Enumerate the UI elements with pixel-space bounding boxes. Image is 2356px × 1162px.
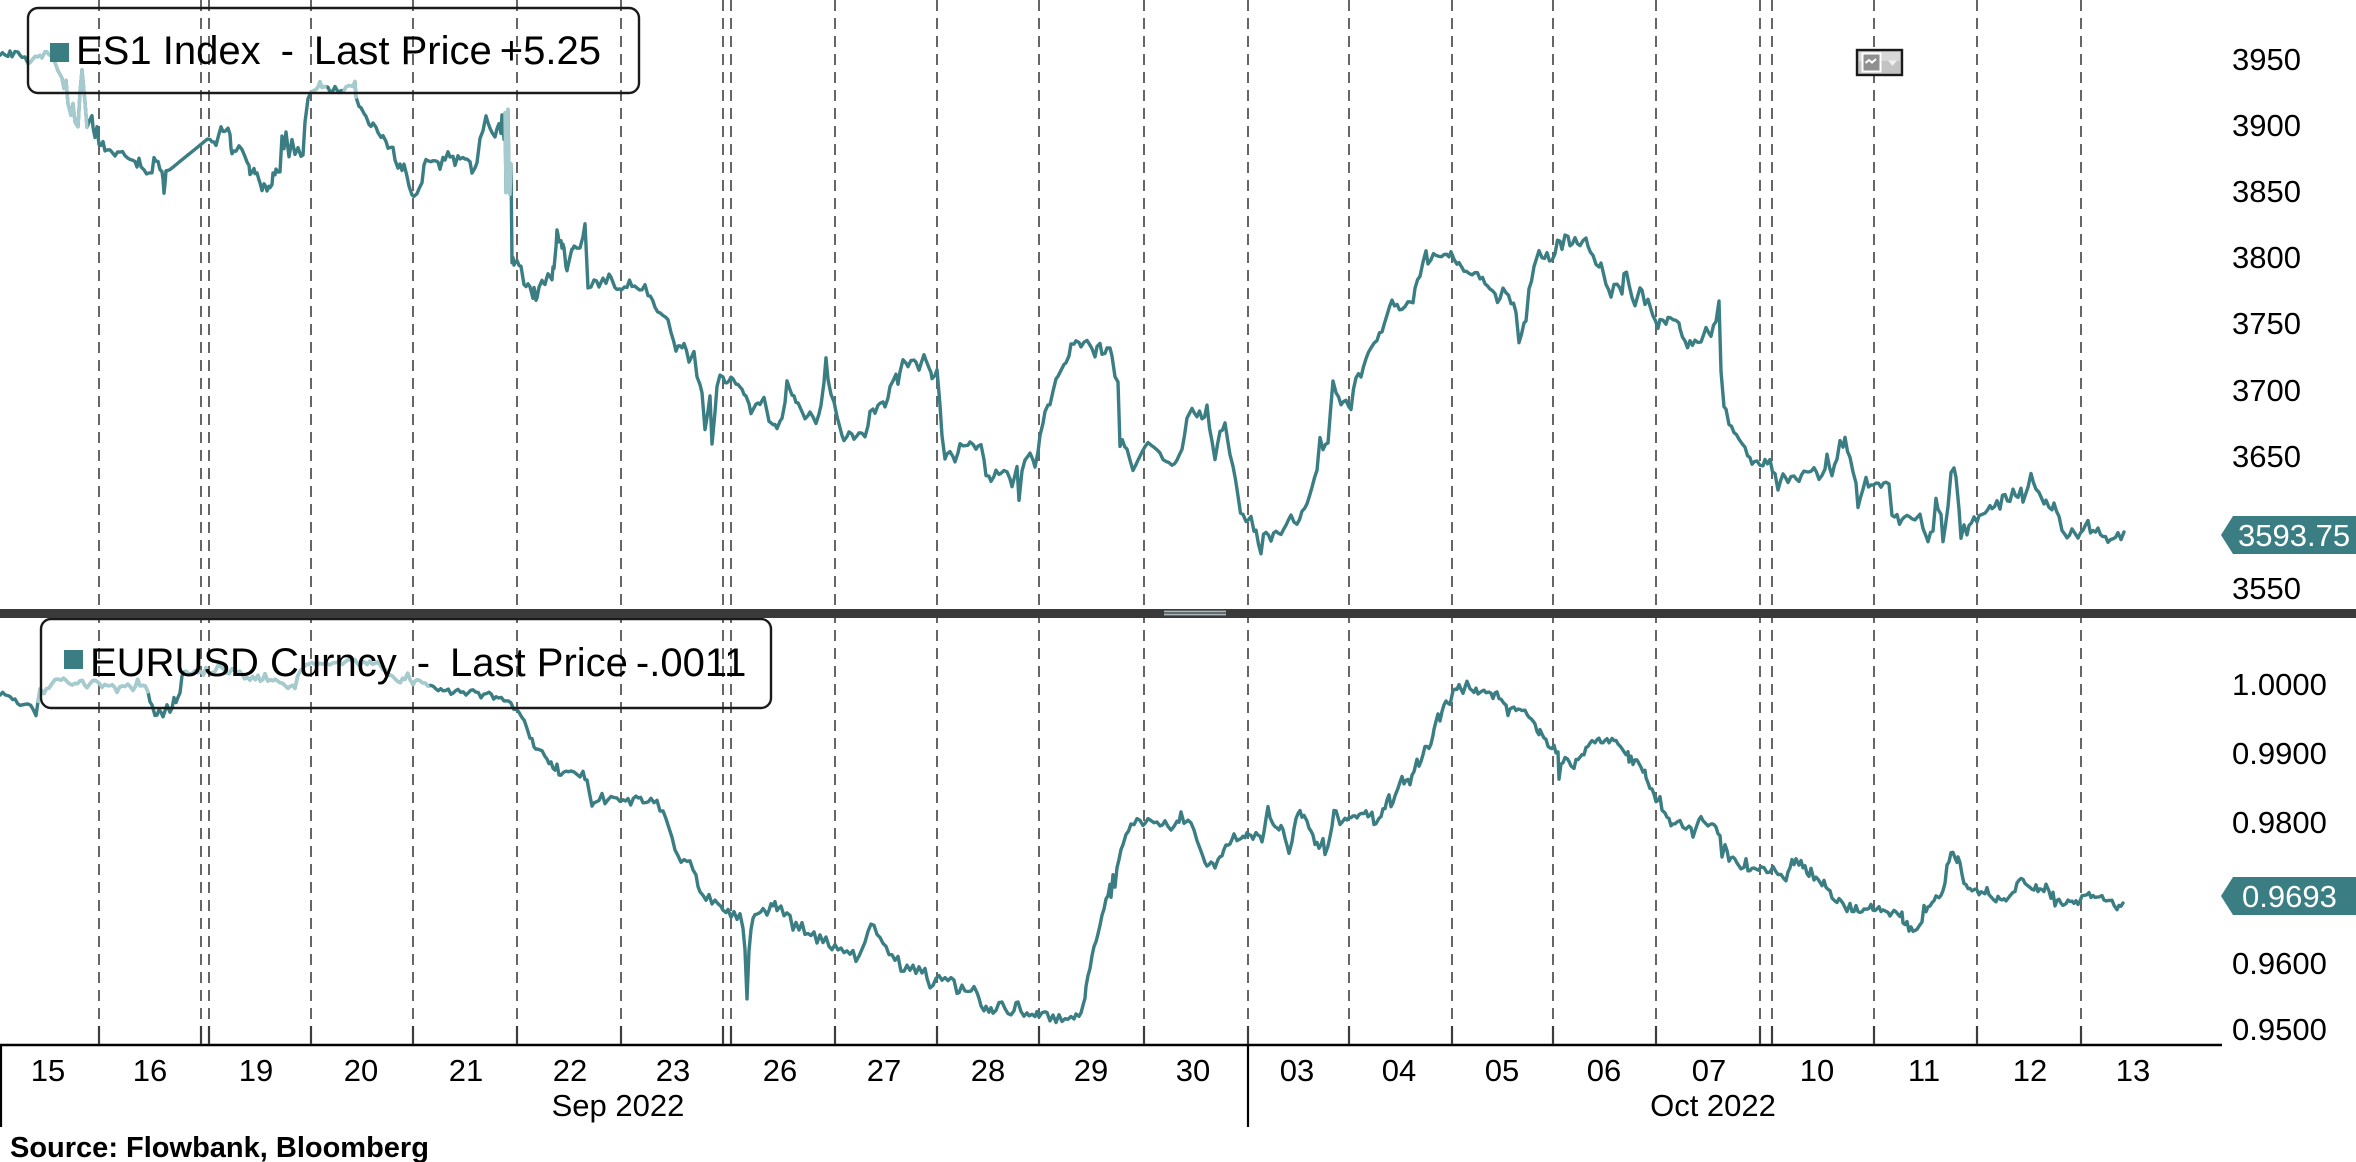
svg-text:12: 12 xyxy=(2013,1053,2047,1088)
svg-text:3550: 3550 xyxy=(2232,571,2301,606)
svg-text:3900: 3900 xyxy=(2232,108,2301,143)
svg-text:22: 22 xyxy=(553,1053,587,1088)
svg-text:0.9600: 0.9600 xyxy=(2232,946,2327,981)
svg-text:20: 20 xyxy=(344,1053,378,1088)
svg-text:28: 28 xyxy=(971,1053,1005,1088)
svg-text:21: 21 xyxy=(449,1053,483,1088)
svg-text:06: 06 xyxy=(1587,1053,1621,1088)
svg-text:0.9693: 0.9693 xyxy=(2242,879,2337,914)
svg-text:EURUSD Curncy - Last Price -.0: EURUSD Curncy - Last Price -.0011 xyxy=(90,641,746,685)
svg-text:ES1 Index - Last Price +5.25: ES1 Index - Last Price +5.25 xyxy=(76,29,601,73)
svg-text:07: 07 xyxy=(1692,1053,1726,1088)
svg-text:23: 23 xyxy=(656,1053,690,1088)
svg-text:0.9900: 0.9900 xyxy=(2232,736,2327,771)
svg-text:03: 03 xyxy=(1280,1053,1314,1088)
svg-text:Source: Flowbank, Bloomberg: Source: Flowbank, Bloomberg xyxy=(10,1132,429,1162)
svg-text:3700: 3700 xyxy=(2232,373,2301,408)
svg-text:3850: 3850 xyxy=(2232,174,2301,209)
svg-text:30: 30 xyxy=(1176,1053,1210,1088)
svg-text:16: 16 xyxy=(133,1053,167,1088)
svg-text:0.9800: 0.9800 xyxy=(2232,805,2327,840)
svg-text:3950: 3950 xyxy=(2232,42,2301,77)
svg-text:Sep 2022: Sep 2022 xyxy=(552,1088,685,1123)
svg-text:3750: 3750 xyxy=(2232,306,2301,341)
svg-text:26: 26 xyxy=(763,1053,797,1088)
svg-text:11: 11 xyxy=(1908,1053,1940,1088)
svg-text:0.9500: 0.9500 xyxy=(2232,1012,2327,1047)
svg-text:10: 10 xyxy=(1800,1053,1834,1088)
svg-text:04: 04 xyxy=(1382,1053,1416,1088)
svg-text:1.0000: 1.0000 xyxy=(2232,667,2327,702)
svg-text:3650: 3650 xyxy=(2232,439,2301,474)
svg-text:29: 29 xyxy=(1074,1053,1108,1088)
svg-text:27: 27 xyxy=(867,1053,901,1088)
svg-text:3800: 3800 xyxy=(2232,240,2301,275)
svg-text:15: 15 xyxy=(31,1053,65,1088)
svg-text:13: 13 xyxy=(2116,1053,2150,1088)
svg-text:19: 19 xyxy=(239,1053,273,1088)
svg-text:Oct 2022: Oct 2022 xyxy=(1650,1088,1776,1123)
svg-text:3593.75: 3593.75 xyxy=(2238,518,2350,553)
svg-text:05: 05 xyxy=(1485,1053,1519,1088)
